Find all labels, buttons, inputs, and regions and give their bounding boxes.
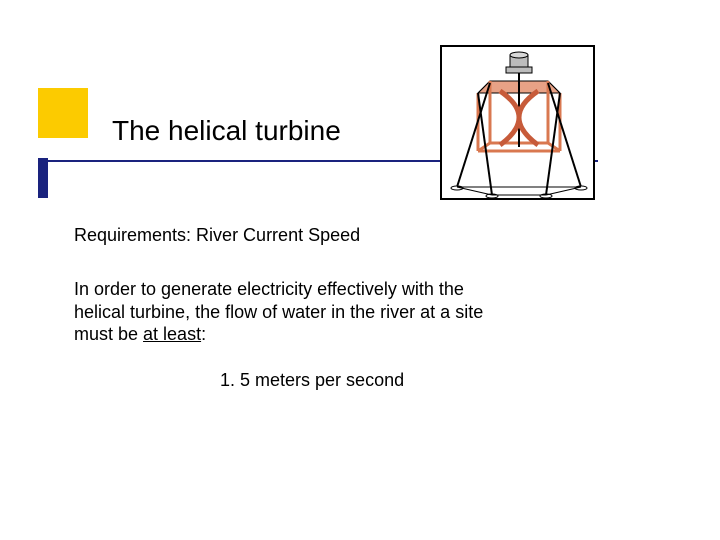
body-paragraph: In order to generate electricity effecti… — [74, 278, 564, 346]
accent-yellow-block — [38, 88, 88, 138]
body-line-3c: : — [201, 324, 206, 344]
required-speed-value: 1. 5 meters per second — [220, 370, 404, 391]
accent-navy-bar — [38, 158, 48, 198]
requirements-heading: Requirements: River Current Speed — [74, 225, 360, 246]
slide-title: The helical turbine — [112, 115, 341, 147]
body-line-1: In order to generate electricity effecti… — [74, 279, 464, 299]
body-underlined: at least — [143, 324, 201, 344]
body-line-2: helical turbine, the flow of water in th… — [74, 302, 483, 322]
turbine-icon — [442, 47, 597, 202]
body-line-3a: must be — [74, 324, 143, 344]
turbine-figure — [440, 45, 595, 200]
